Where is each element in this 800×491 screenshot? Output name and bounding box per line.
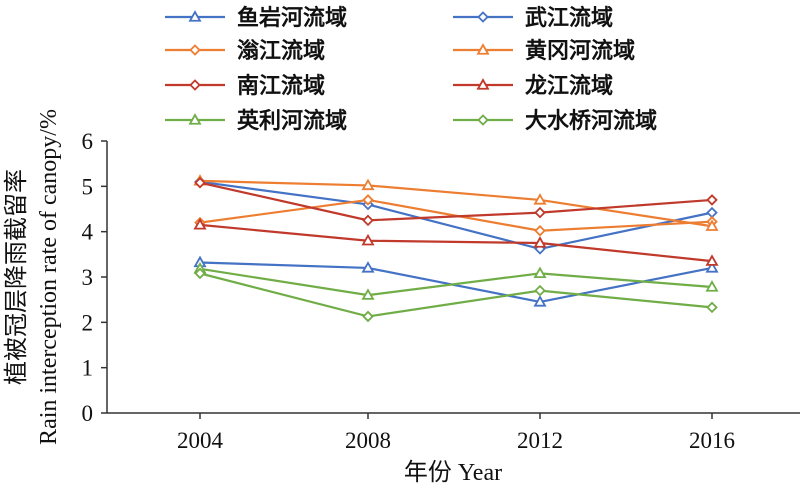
legend-label: 滃江流域 xyxy=(237,38,325,64)
data-point xyxy=(362,310,374,323)
legend-label: 英利河流域 xyxy=(237,108,347,134)
series-6 xyxy=(193,218,719,266)
legend-marker xyxy=(476,78,490,90)
series-4 xyxy=(193,174,719,231)
y-axis-label-en: Rain interception rate of canopy/% xyxy=(36,109,62,445)
legend-item: 武江流域 xyxy=(453,5,613,31)
y-tick-label: 0 xyxy=(82,401,94,426)
legend-label: 武江流域 xyxy=(525,5,613,31)
data-point xyxy=(706,194,718,206)
series-5 xyxy=(194,176,718,227)
data-point xyxy=(706,301,718,314)
data-point xyxy=(533,193,547,205)
series-7 xyxy=(193,262,719,300)
series-line xyxy=(199,181,713,222)
data-point xyxy=(193,218,207,230)
data-point xyxy=(362,194,374,206)
legend-marker xyxy=(477,11,489,23)
series-line xyxy=(199,198,713,232)
legend-item: 英利河流域 xyxy=(165,108,347,134)
x-tick-label: 2004 xyxy=(177,428,224,453)
y-tick-label: 1 xyxy=(82,356,94,381)
legend-item: 大水桥河流域 xyxy=(453,108,657,134)
data-point xyxy=(705,261,719,273)
data-point xyxy=(705,219,719,231)
legend-item: 黄冈河流域 xyxy=(453,38,635,64)
legend-label: 鱼岩河流域 xyxy=(237,5,347,31)
series-line xyxy=(199,272,713,318)
x-ticks: 2004 2008 2012 2016 xyxy=(177,413,735,453)
legend-item: 龙江流域 xyxy=(453,73,613,99)
legend-label: 大水桥河流域 xyxy=(525,108,657,134)
y-axis-label-cn: 植被冠层降雨截留率 xyxy=(3,169,30,385)
series-line xyxy=(199,223,713,263)
legend-label: 黄冈河流域 xyxy=(525,38,635,64)
legend-label: 龙江流域 xyxy=(525,73,613,99)
data-point xyxy=(533,236,547,248)
y-tick-label: 2 xyxy=(82,310,94,335)
x-tick-label: 2008 xyxy=(345,428,391,453)
legend-item: 滃江流域 xyxy=(165,38,325,64)
data-point xyxy=(361,288,375,300)
y-tick-label: 5 xyxy=(82,174,94,199)
legend-marker xyxy=(189,79,201,91)
x-tick-label: 2012 xyxy=(517,428,563,453)
legend-item: 南江流域 xyxy=(165,73,325,99)
y-tick-label: 3 xyxy=(82,265,94,290)
legend-label: 南江流域 xyxy=(237,73,325,99)
data-point xyxy=(362,214,374,227)
data-point xyxy=(534,224,546,237)
y-ticks: 0 1 2 3 4 5 6 xyxy=(82,129,107,426)
series-8 xyxy=(194,267,718,323)
data-point xyxy=(361,233,375,246)
legend-marker xyxy=(188,10,202,22)
data-point xyxy=(705,254,719,266)
legend-item: 鱼岩河流域 xyxy=(165,5,347,31)
data-point xyxy=(361,261,375,273)
y-tick-label: 4 xyxy=(82,220,94,245)
legend-marker xyxy=(188,113,202,125)
series-line xyxy=(199,267,713,297)
x-axis-label: 年份 Year xyxy=(404,459,502,486)
series-line xyxy=(199,261,713,304)
data-point xyxy=(705,280,719,292)
data-point xyxy=(194,176,206,189)
data-point xyxy=(534,206,546,219)
axes: 0 1 2 3 4 5 6 2004 2008 2012 2016 xyxy=(82,129,800,453)
data-point xyxy=(533,266,547,279)
data-point xyxy=(706,206,718,219)
data-point xyxy=(533,295,547,307)
x-tick-label: 2016 xyxy=(689,428,735,453)
legend-marker xyxy=(476,43,490,55)
data-point xyxy=(194,267,206,280)
y-tick-label: 6 xyxy=(82,129,94,154)
legend-marker xyxy=(477,114,489,126)
series-line xyxy=(199,179,713,228)
legend-marker xyxy=(189,44,201,56)
data-point xyxy=(534,284,546,297)
series-group xyxy=(193,174,719,323)
series-line xyxy=(199,180,713,251)
data-point xyxy=(361,178,375,191)
